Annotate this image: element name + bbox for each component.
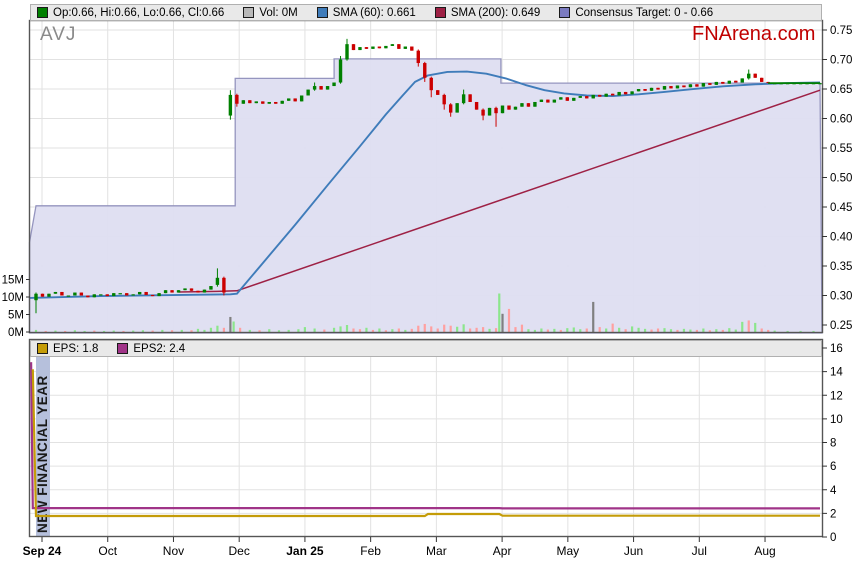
svg-text:Sep 24: Sep 24	[23, 544, 62, 558]
volume-bars	[34, 293, 815, 332]
fnarena-logo[interactable]: FNArena.com	[692, 23, 816, 45]
consensus-target-band	[28, 58, 823, 334]
svg-text:0.35: 0.35	[830, 261, 852, 273]
svg-text:12: 12	[830, 390, 843, 402]
legend-item: Consensus Target: 0 - 0.66	[559, 7, 713, 19]
svg-text:Jul: Jul	[692, 544, 707, 558]
legend-swatch-icon	[117, 343, 129, 354]
axis-labels: 0.75 0.70 0.65 0.60 0.55 0.50 0.45 0.40 0.35 0.30…	[2, 25, 853, 558]
svg-text:0.75: 0.75	[830, 25, 852, 37]
legend-swatch-icon	[434, 7, 446, 18]
svg-text:0.45: 0.45	[830, 202, 852, 214]
svg-text:0.60: 0.60	[830, 114, 852, 126]
legend-item: EPS: 1.8	[37, 343, 98, 355]
svg-text:0.65: 0.65	[830, 84, 852, 96]
legend-label: EPS2: 2.4	[133, 342, 186, 355]
eps2-line	[30, 362, 820, 510]
svg-text:Apr: Apr	[493, 544, 512, 558]
legend-swatch-icon	[37, 7, 48, 18]
new-financial-year-band: NEW FINANCIAL YEAR	[35, 341, 50, 537]
svg-text:0.25: 0.25	[830, 320, 852, 332]
sma60-line	[29, 70, 821, 299]
svg-text:6: 6	[830, 461, 836, 473]
new-financial-year-label: NEW FINANCIAL YEAR	[35, 375, 50, 533]
legend-item: SMA (60): 0.661	[316, 6, 416, 19]
svg-text:0.55: 0.55	[830, 143, 852, 155]
eps-line	[31, 369, 820, 518]
legend-label: Vol: 0M	[259, 6, 298, 19]
legend-label: Consensus Target: 0 - 0.66	[575, 6, 714, 19]
svg-text:Jun: Jun	[624, 544, 643, 558]
legend-item: Vol: 0M	[243, 6, 298, 19]
legend-label: SMA (60): 0.661	[332, 6, 416, 19]
svg-text:0.50: 0.50	[830, 173, 852, 185]
svg-text:Feb: Feb	[360, 544, 381, 558]
legend-item: EPS2: 2.4	[117, 343, 185, 355]
svg-text:16: 16	[830, 343, 843, 355]
svg-text:0M: 0M	[8, 327, 24, 339]
legend-swatch-icon	[316, 7, 328, 18]
legend-swatch-icon	[559, 7, 571, 18]
svg-text:0.30: 0.30	[830, 291, 852, 303]
legend-swatch-icon	[37, 343, 48, 354]
svg-text:14: 14	[830, 367, 843, 379]
legend-item: SMA (200): 0.649	[434, 6, 541, 19]
svg-text:15M: 15M	[2, 275, 24, 287]
legend-label: SMA (200): 0.649	[450, 6, 541, 19]
svg-text:Aug: Aug	[754, 544, 775, 558]
legend-label: EPS: 1.8	[53, 342, 99, 355]
svg-text:8: 8	[830, 438, 836, 450]
svg-text:Mar: Mar	[426, 544, 447, 558]
svg-text:10M: 10M	[2, 292, 24, 304]
svg-text:Jan 25: Jan 25	[286, 544, 324, 558]
svg-text:Oct: Oct	[98, 544, 117, 558]
svg-text:10: 10	[830, 414, 843, 426]
svg-text:Nov: Nov	[163, 544, 184, 558]
candlesticks	[34, 38, 822, 314]
svg-text:Dec: Dec	[229, 544, 250, 558]
legend-label: Op:0.66, Hi:0.66, Lo:0.66, Cl:0.66	[53, 6, 225, 19]
ticker-symbol: AVJ	[40, 24, 77, 45]
svg-text:0: 0	[830, 532, 836, 544]
main-chart-legend: Op:0.66, Hi:0.66, Lo:0.66, Cl:0.66 Vol: 0…	[30, 4, 822, 21]
svg-text:0.70: 0.70	[830, 55, 852, 67]
svg-text:2: 2	[830, 508, 836, 520]
legend-item: Op:0.66, Hi:0.66, Lo:0.66, Cl:0.66	[37, 7, 224, 19]
svg-text:0.40: 0.40	[830, 232, 852, 244]
legend-swatch-icon	[243, 7, 255, 18]
svg-text:4: 4	[830, 485, 837, 497]
svg-text:May: May	[557, 544, 580, 558]
eps-chart-legend: EPS: 1.8 EPS2: 2.4	[30, 340, 822, 357]
svg-text:5M: 5M	[8, 310, 24, 322]
